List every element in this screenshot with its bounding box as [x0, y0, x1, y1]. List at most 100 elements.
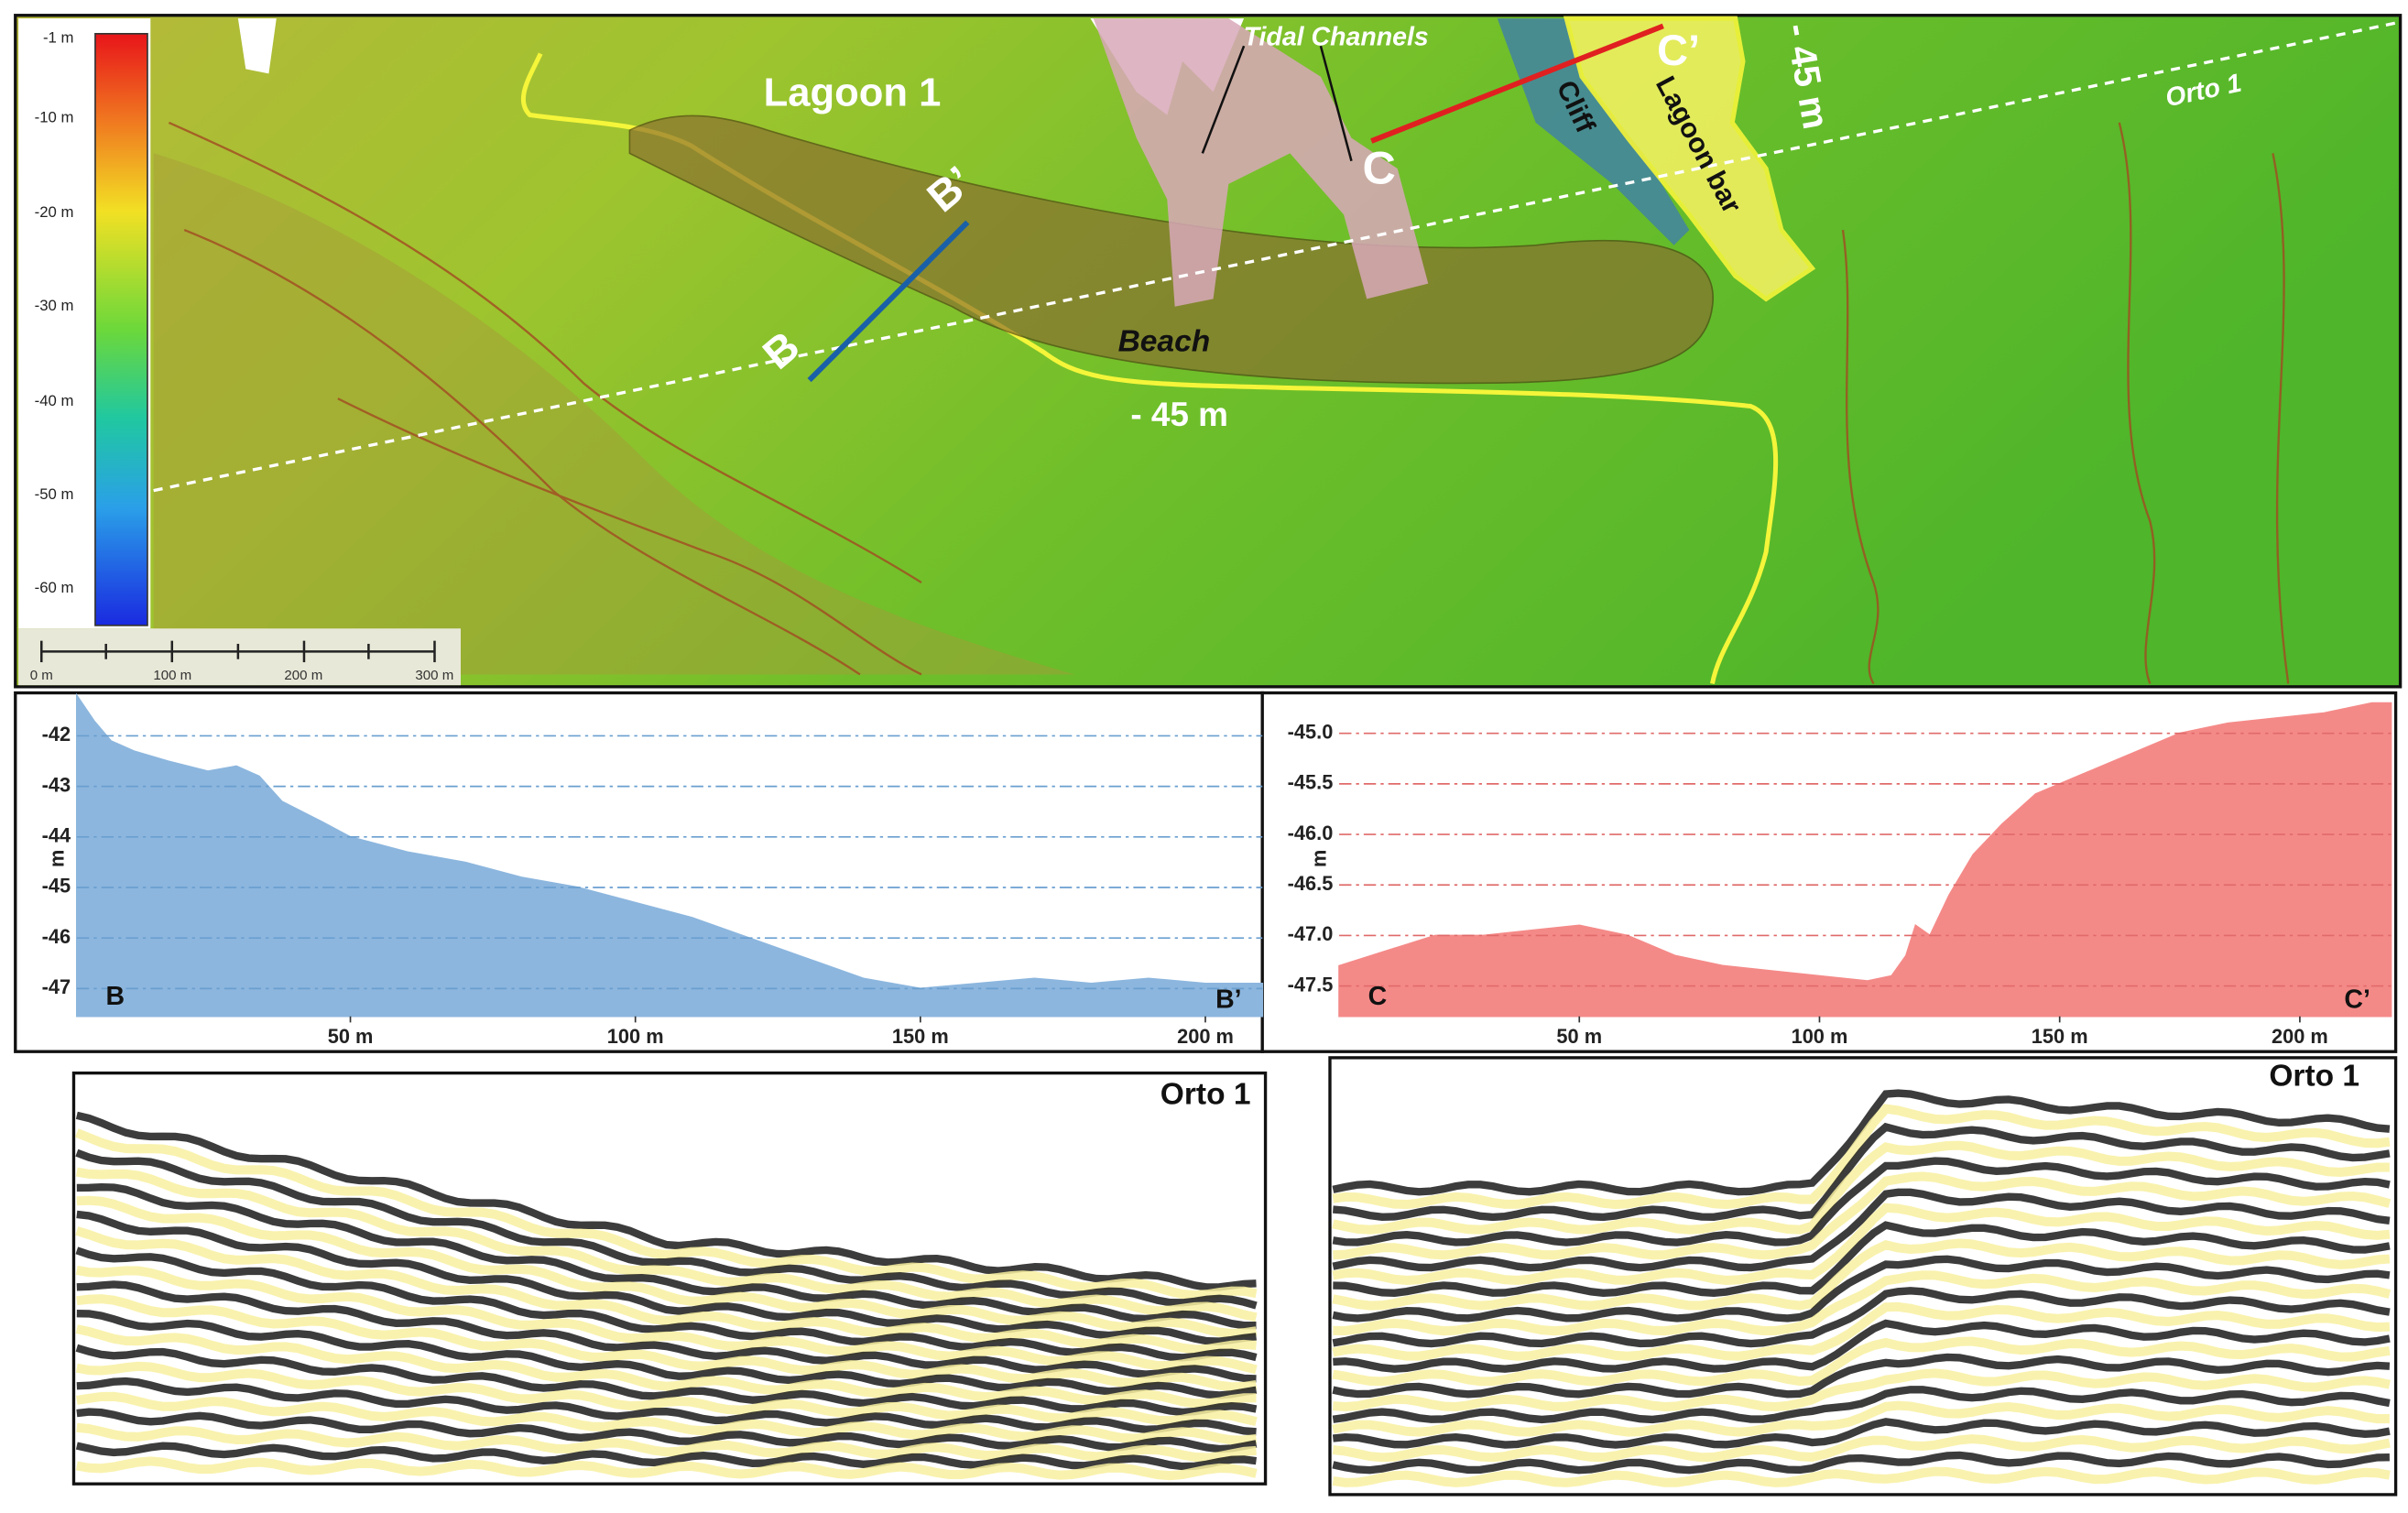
- map-label: C: [1362, 143, 1395, 194]
- seismic-reflector: [1333, 1270, 2392, 1336]
- seismic-reflector: [76, 1195, 1258, 1339]
- seismic-reflector: [1332, 1238, 2391, 1311]
- contour-45m: [520, 52, 1779, 684]
- seismic-reflector: [76, 1377, 1257, 1436]
- map-label: Lagoon 1: [764, 71, 942, 114]
- seismic-reflector: [75, 1246, 1258, 1362]
- seismic-reflector: [1332, 1203, 2391, 1285]
- lagoon-bar: [1563, 16, 1816, 302]
- tidal-channels: [1093, 18, 1429, 307]
- profile-c-line: [1370, 23, 1664, 144]
- seismic-reflector: [1333, 1171, 2392, 1260]
- y-tick-label: -46.0: [1288, 822, 1334, 844]
- seismic-reflector: [76, 1210, 1257, 1345]
- x-tick-label: 150 m: [892, 1025, 949, 1048]
- contours: [168, 121, 2290, 685]
- map: Lagoon 1 Tidal Channels C’ - 45 m Orto 1…: [14, 14, 2403, 689]
- y-tick-label: -47.5: [1288, 973, 1334, 996]
- seismic-reflector: [75, 1324, 1257, 1409]
- seismic-reflector: [1332, 1255, 2391, 1323]
- y-tick-label: -47: [42, 975, 71, 998]
- seismic-reflector: [1332, 1089, 2391, 1196]
- seismic-reflector: [1332, 1386, 2391, 1424]
- seismic-reflector: [1332, 1301, 2391, 1361]
- seismic-reflector: [76, 1182, 1257, 1330]
- seismic-reflector: [1333, 1368, 2391, 1412]
- profile-start: B: [105, 982, 125, 1011]
- leader: [1319, 45, 1353, 162]
- scale-bar-label: 200 m: [284, 668, 322, 683]
- seismic-reflector: [1332, 1434, 2391, 1463]
- colorbar-label: -1 m: [43, 28, 74, 46]
- scale-bar-box: [18, 628, 461, 686]
- seismic-reflector: [1332, 1353, 2391, 1399]
- seismic-reflector: [76, 1310, 1258, 1399]
- colorbar-label: -10 m: [35, 108, 74, 125]
- profile-b-line: [807, 220, 970, 383]
- seismic-reflector: [1332, 1418, 2391, 1449]
- colorbar-label: -60 m: [35, 579, 74, 596]
- leader: [1201, 45, 1246, 154]
- scale-bar: [40, 640, 436, 663]
- scale-bar-label: 300 m: [415, 668, 453, 683]
- seismic-reflector: [75, 1456, 1258, 1481]
- seismic-reflector: [1332, 1104, 2391, 1210]
- seismic-reflector: [1333, 1319, 2391, 1373]
- map-label: C’: [1657, 27, 1700, 74]
- seismic-reflector: [1333, 1221, 2391, 1298]
- scale-bar-label: 0 m: [30, 668, 53, 683]
- y-tick-label: -47.0: [1288, 922, 1334, 945]
- seismic-reflector: [75, 1344, 1258, 1417]
- y-tick-label: -42: [42, 723, 71, 746]
- x-tick-label: 150 m: [2032, 1025, 2088, 1048]
- y-tick-label: -45: [42, 875, 71, 898]
- seismic-reflector: [75, 1265, 1258, 1375]
- seismic-reflector: [75, 1361, 1258, 1426]
- seismic-reflector: [75, 1226, 1257, 1355]
- seismic-reflector: [75, 1111, 1257, 1291]
- y-axis-label: m: [45, 850, 68, 867]
- profile-end: B’: [1215, 985, 1241, 1014]
- map-label: Tidal Channels: [1244, 22, 1429, 51]
- map-label: Beach: [1118, 325, 1211, 359]
- x-tick-label: 100 m: [1792, 1025, 1848, 1048]
- seismic-reflector: [1332, 1140, 2390, 1235]
- scale-bar-label: 100 m: [153, 668, 191, 683]
- seismic-reflector: [76, 1422, 1257, 1463]
- y-tick-label: -46: [42, 925, 71, 948]
- map-label: - 45 m: [1130, 396, 1228, 433]
- x-tick-label: 100 m: [607, 1025, 664, 1048]
- seismic-reflector: [76, 1294, 1258, 1392]
- seismic-reflector: [75, 1148, 1258, 1310]
- y-axis-label: m: [1308, 850, 1331, 867]
- profile-start: C: [1368, 982, 1388, 1011]
- y-tick-label: -45.0: [1288, 720, 1334, 743]
- colorbar-label: -40 m: [35, 392, 74, 409]
- seismic-reflector: [1332, 1287, 2391, 1348]
- y-tick-label: -44: [42, 824, 71, 847]
- seismic-reflector: [1332, 1336, 2391, 1387]
- seismic-reflector: [1333, 1122, 2391, 1222]
- seismic-reflector: [74, 1128, 1258, 1301]
- y-tick-label: -46.5: [1288, 872, 1334, 895]
- colorbar: [94, 32, 148, 626]
- x-tick-label: 200 m: [1177, 1025, 1234, 1048]
- seismic-label: Orto 1: [1160, 1078, 1251, 1112]
- seismic-reflector: [75, 1167, 1258, 1323]
- seismic-reflector: [76, 1408, 1258, 1453]
- seismic-reflector: [1332, 1466, 2391, 1487]
- seismic-label: Orto 1: [2269, 1060, 2359, 1094]
- seismic-reflector: [76, 1391, 1258, 1445]
- colorbar-label: -20 m: [35, 203, 74, 221]
- x-tick-label: 50 m: [1556, 1025, 1602, 1048]
- seismic-reflector: [1332, 1451, 2390, 1475]
- y-tick-label: -45.5: [1288, 771, 1334, 794]
- seismic-reflector: [1332, 1400, 2390, 1437]
- seismic-reflector: [1332, 1157, 2391, 1246]
- colorbar-label: -50 m: [35, 485, 74, 503]
- seismic-reflector: [76, 1280, 1257, 1383]
- rough-terrain: [153, 153, 1075, 675]
- profile-area: [75, 692, 1264, 1018]
